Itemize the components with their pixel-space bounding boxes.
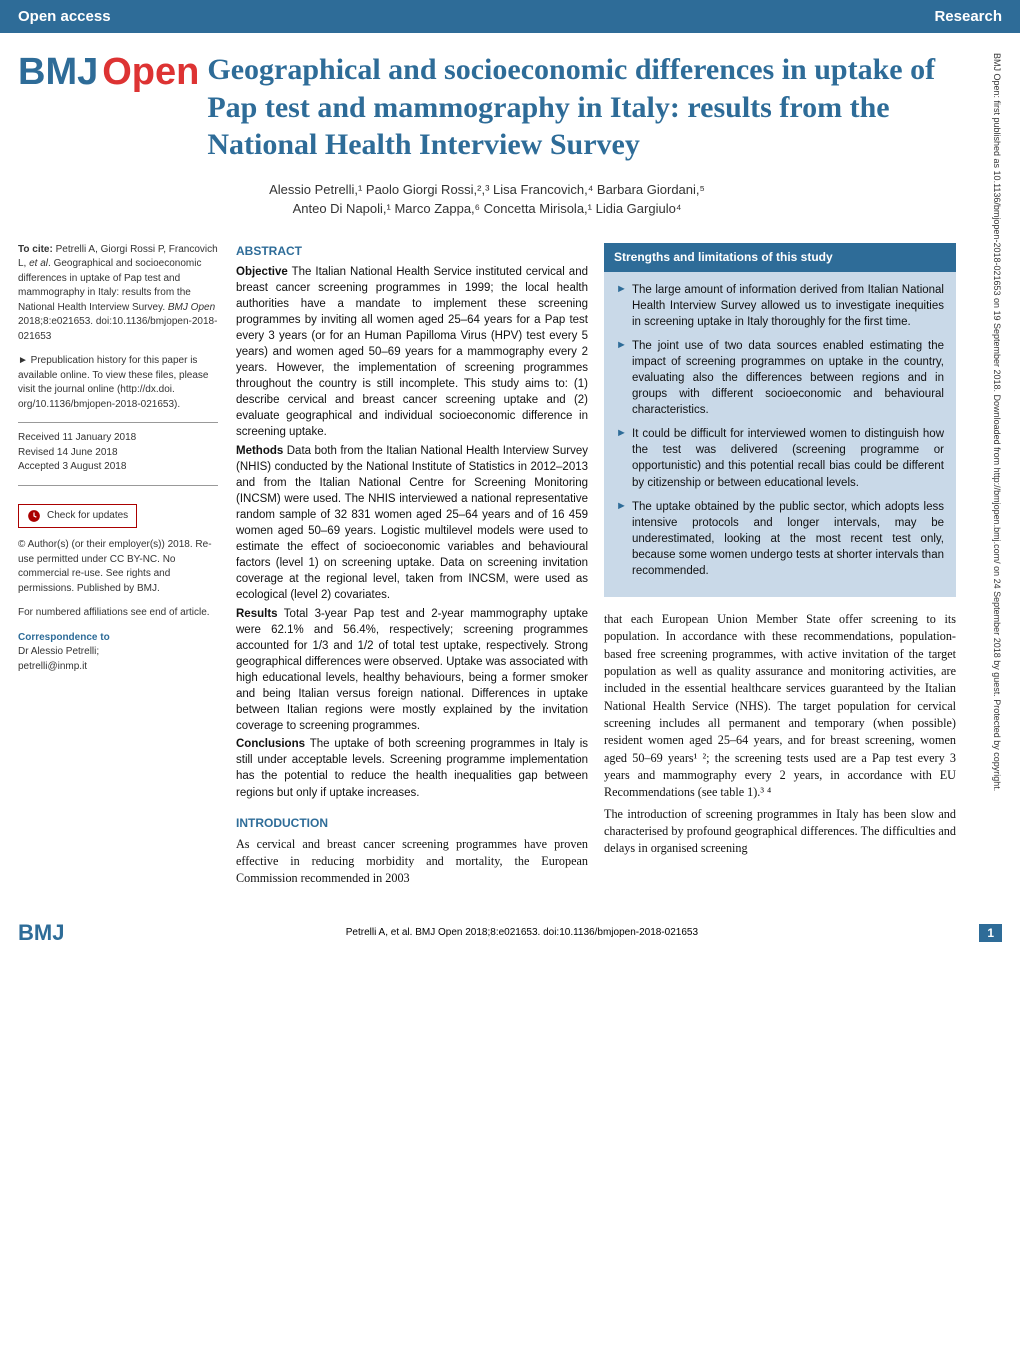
received-date: Received 11 January 2018	[18, 432, 136, 443]
correspondence: Correspondence to Dr Alessio Petrelli; p…	[18, 631, 218, 675]
open-text: Open	[102, 51, 199, 93]
affiliations-note: For numbered affiliations see end of art…	[18, 606, 218, 621]
conclusions-label: Conclusions	[236, 738, 305, 750]
objective-text: The Italian National Health Service inst…	[236, 266, 588, 439]
column-2: Strengths and limitations of this study …	[604, 243, 956, 892]
intro-heading: INTRODUCTION	[236, 815, 588, 832]
results-text: Total 3-year Pap test and 2-year mammogr…	[236, 608, 588, 733]
divider	[18, 485, 218, 486]
bmj-text: BMJ	[18, 51, 98, 93]
methods-label: Methods	[236, 445, 283, 457]
methods-text: Data both from the Italian National Heal…	[236, 445, 588, 602]
cite-etal: et al	[29, 258, 48, 269]
corr-label: Correspondence to	[18, 632, 110, 643]
header-bar: Open access Research	[0, 0, 1020, 33]
article-title: Geographical and socioeconomic differenc…	[207, 51, 956, 164]
cite-ref: 2018;8:e021653. doi:10.1136/bmjopen-2018…	[18, 316, 217, 342]
abstract-methods: Methods Data both from the Italian Natio…	[236, 443, 588, 604]
body-columns: ABSTRACT Objective The Italian National …	[236, 243, 956, 892]
footer-bmj-logo: BMJ	[18, 920, 64, 946]
prepub-note: ► Prepublication history for this paper …	[18, 354, 218, 412]
abstract-heading: ABSTRACT	[236, 243, 588, 260]
journal-logo: BMJ Open	[18, 51, 199, 94]
column-1: ABSTRACT Objective The Italian National …	[236, 243, 588, 892]
page-number: 1	[979, 924, 1002, 942]
results-label: Results	[236, 608, 278, 620]
strengths-list: The large amount of information derived …	[616, 282, 944, 580]
main-columns: To cite: Petrelli A, Giorgi Rossi P, Fra…	[18, 243, 956, 892]
objective-label: Objective	[236, 266, 288, 278]
strength-item: The large amount of information derived …	[616, 282, 944, 330]
footer-citation: Petrelli A, et al. BMJ Open 2018;8:e0216…	[346, 927, 698, 938]
margin-note: BMJ Open: first published as 10.1136/bmj…	[974, 33, 1002, 892]
body-right-p1: that each European Union Member State of…	[604, 611, 956, 802]
header-left: Open access	[18, 8, 111, 25]
divider	[18, 422, 218, 423]
copyright: © Author(s) (or their employer(s)) 2018.…	[18, 538, 218, 596]
corr-name: Dr Alessio Petrelli;	[18, 646, 99, 657]
check-updates-label: Check for updates	[47, 509, 128, 524]
dates-block: Received 11 January 2018 Revised 14 June…	[18, 431, 218, 475]
corr-email: petrelli@inmp.it	[18, 661, 87, 672]
strengths-title: Strengths and limitations of this study	[604, 243, 956, 272]
intro-p1: As cervical and breast cancer screening …	[236, 836, 588, 888]
citation-block: To cite: Petrelli A, Giorgi Rossi P, Fra…	[18, 243, 218, 345]
strength-item: The uptake obtained by the public sector…	[616, 499, 944, 579]
header-right: Research	[934, 8, 1002, 25]
cite-journal: BMJ Open	[168, 302, 215, 313]
check-updates-icon	[27, 509, 41, 523]
title-block: BMJ Open Geographical and socioeconomic …	[18, 51, 956, 164]
left-column: BMJ Open Geographical and socioeconomic …	[18, 33, 956, 892]
accepted-date: Accepted 3 August 2018	[18, 461, 126, 472]
authors: Alessio Petrelli,¹ Paolo Giorgi Rossi,²,…	[18, 180, 956, 219]
revised-date: Revised 14 June 2018	[18, 447, 118, 458]
authors-line-2: Anteo Di Napoli,¹ Marco Zappa,⁶ Concetta…	[18, 199, 956, 219]
strengths-box: Strengths and limitations of this study …	[604, 243, 956, 598]
sidebar: To cite: Petrelli A, Giorgi Rossi P, Fra…	[18, 243, 218, 892]
strength-item: The joint use of two data sources enable…	[616, 338, 944, 418]
authors-line-1: Alessio Petrelli,¹ Paolo Giorgi Rossi,²,…	[18, 180, 956, 200]
strength-item: It could be difficult for interviewed wo…	[616, 426, 944, 490]
body-right-p2: The introduction of screening programmes…	[604, 806, 956, 858]
footer-bar: BMJ Petrelli A, et al. BMJ Open 2018;8:e…	[0, 910, 1020, 956]
content-wrap: BMJ Open Geographical and socioeconomic …	[0, 33, 1020, 910]
check-updates-button[interactable]: Check for updates	[18, 504, 137, 529]
abstract-objective: Objective The Italian National Health Se…	[236, 264, 588, 441]
abstract-conclusions: Conclusions The uptake of both screening…	[236, 736, 588, 800]
abstract-results: Results Total 3-year Pap test and 2-year…	[236, 606, 588, 735]
cite-label: To cite:	[18, 244, 53, 255]
